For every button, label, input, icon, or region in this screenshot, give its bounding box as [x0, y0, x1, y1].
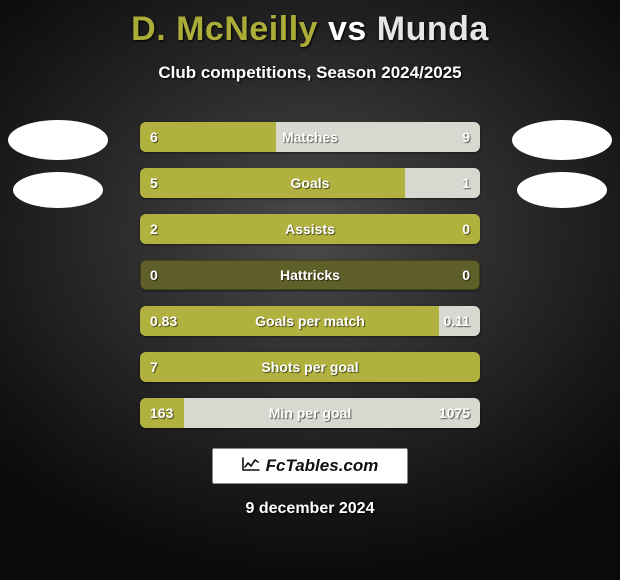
stat-row: 2Assists0 — [140, 214, 480, 244]
stat-label: Min per goal — [140, 398, 480, 428]
stat-value-right: 0.11 — [444, 306, 470, 336]
logo-text: FcTables.com — [266, 456, 379, 476]
stat-row: 5Goals1 — [140, 168, 480, 198]
stat-label: Matches — [140, 122, 480, 152]
subtitle: Club competitions, Season 2024/2025 — [0, 63, 620, 83]
stat-value-right: 0 — [462, 260, 470, 290]
player2-avatar — [512, 100, 612, 210]
player1-avatar — [8, 100, 108, 210]
stat-bars: 6Matches95Goals12Assists00Hattricks00.83… — [140, 122, 480, 444]
stat-row: 7Shots per goal — [140, 352, 480, 382]
stat-value-right: 1 — [462, 168, 470, 198]
stat-row: 0.83Goals per match0.11 — [140, 306, 480, 336]
vs-text: vs — [328, 10, 367, 48]
stat-label: Assists — [140, 214, 480, 244]
stat-label: Goals — [140, 168, 480, 198]
player1-name: D. McNeilly — [131, 10, 318, 48]
stat-value-right: 0 — [462, 214, 470, 244]
chart-icon — [242, 457, 260, 476]
stat-row: 0Hattricks0 — [140, 260, 480, 290]
stat-label: Shots per goal — [140, 352, 480, 382]
stat-row: 6Matches9 — [140, 122, 480, 152]
stat-value-right: 1075 — [439, 398, 470, 428]
player2-name: Munda — [377, 10, 489, 48]
date-text: 9 december 2024 — [0, 500, 620, 518]
stat-label: Hattricks — [140, 260, 480, 290]
stat-row: 163Min per goal1075 — [140, 398, 480, 428]
stat-label: Goals per match — [140, 306, 480, 336]
comparison-title: D. McNeilly vs Munda — [0, 0, 620, 49]
source-logo: FcTables.com — [212, 448, 408, 484]
stat-value-right: 9 — [462, 122, 470, 152]
